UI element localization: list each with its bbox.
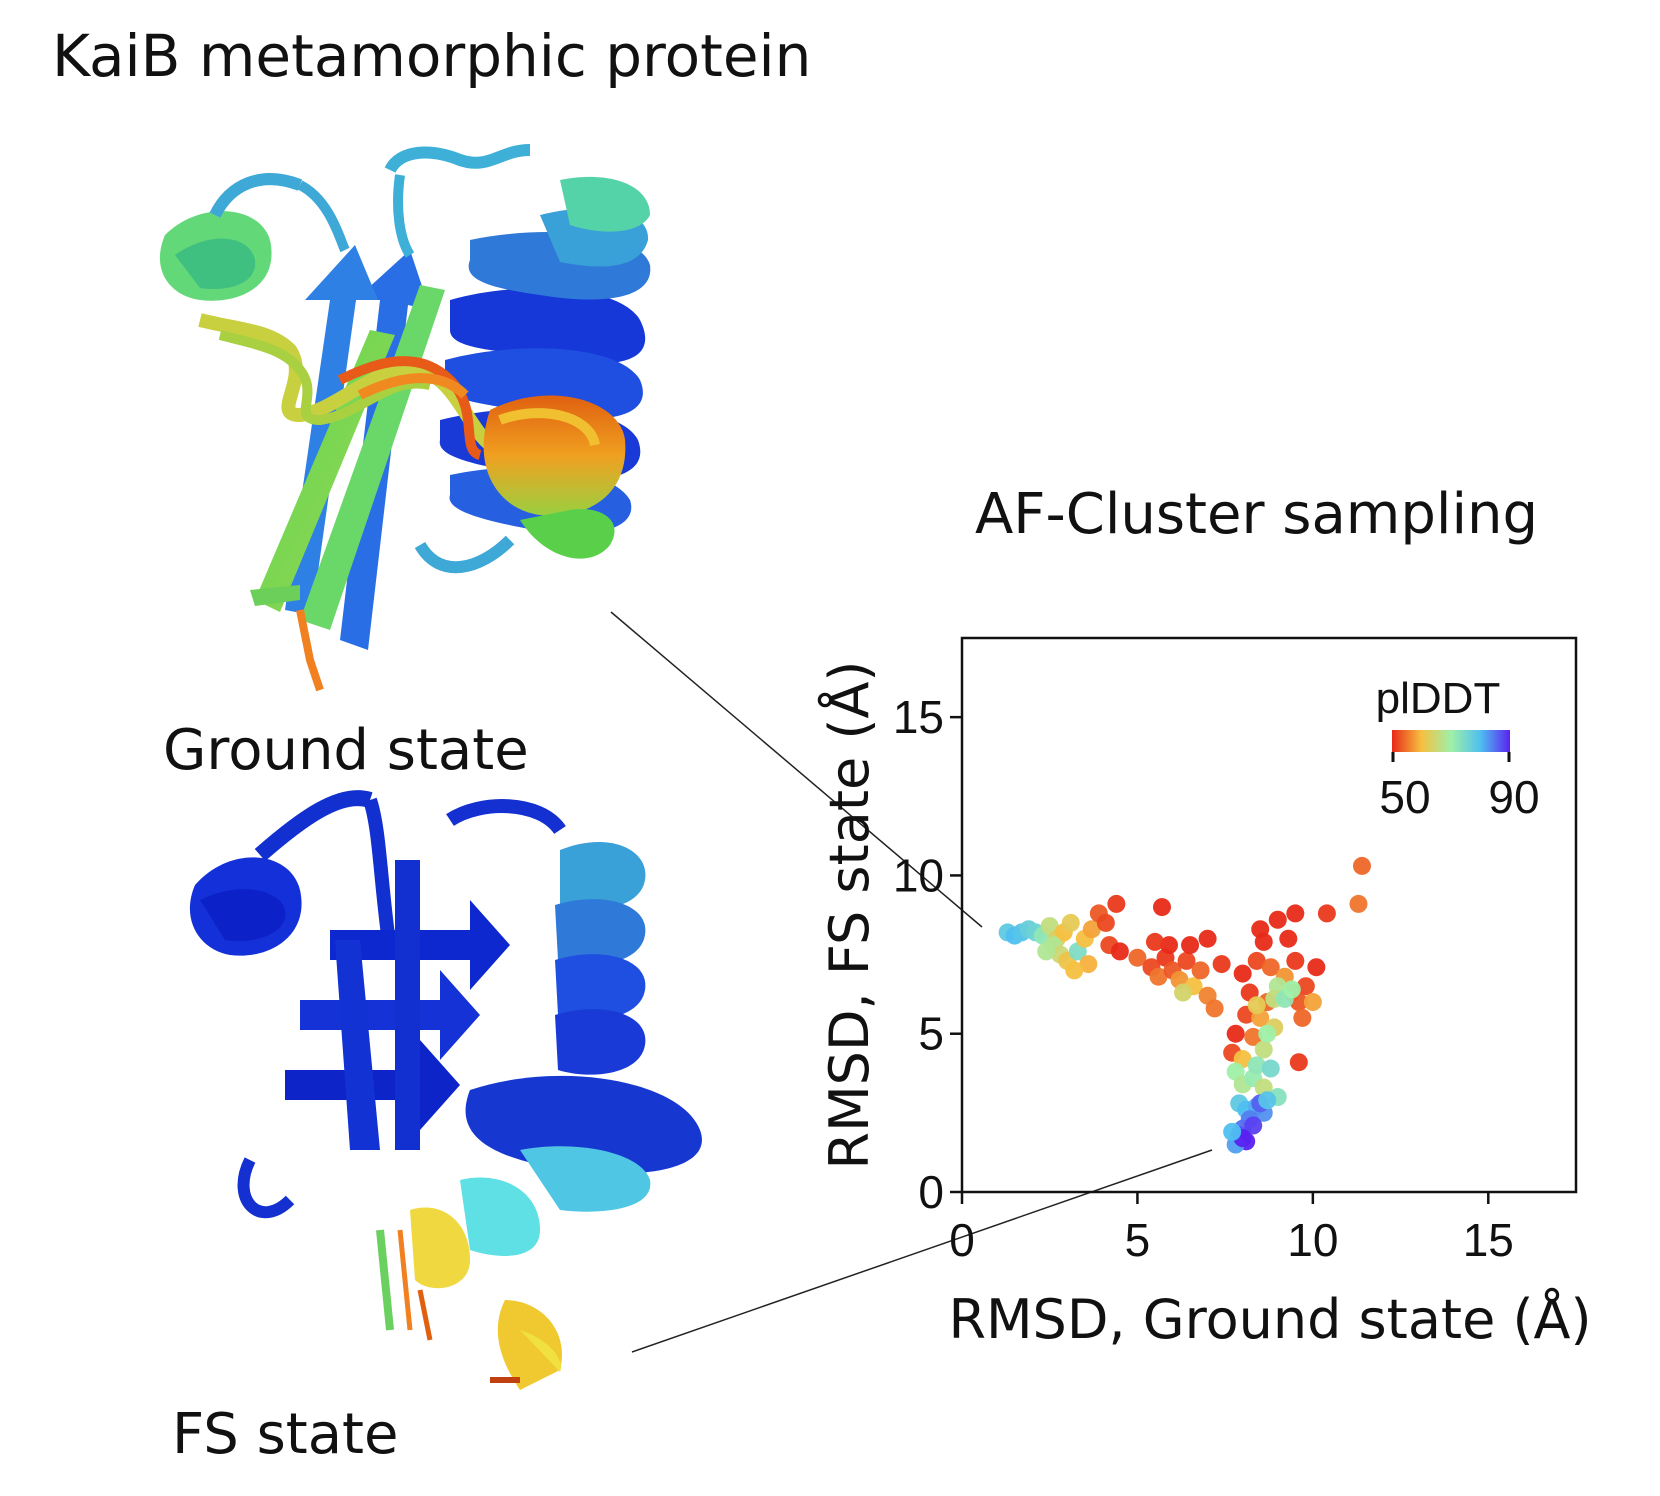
data-point	[1174, 983, 1193, 1002]
data-point	[1268, 910, 1287, 929]
y-tick-label: 15	[893, 691, 944, 743]
data-point	[1244, 1027, 1263, 1046]
data-point	[1205, 999, 1224, 1018]
data-point	[1352, 856, 1371, 875]
points-layer	[998, 856, 1371, 1154]
data-point	[1233, 964, 1252, 983]
data-point	[1293, 1008, 1312, 1027]
connector-line-fs	[631, 1149, 1213, 1353]
protein-cartoon-ground-state-icon	[159, 144, 651, 692]
data-point	[1254, 1040, 1273, 1059]
data-point	[1198, 929, 1217, 948]
data-point	[1212, 955, 1231, 974]
data-point	[1160, 936, 1179, 955]
x-axis: 0 5 10 15	[949, 1192, 1514, 1266]
data-point	[1110, 942, 1129, 961]
y-tick-label: 5	[918, 1008, 944, 1060]
figure-title: KaiB metamorphic protein	[52, 22, 812, 90]
data-point	[1152, 898, 1171, 917]
data-point	[1296, 977, 1315, 996]
colorbar-max-label: 90	[1488, 771, 1539, 823]
data-point	[1261, 1059, 1280, 1078]
data-point	[1226, 1024, 1245, 1043]
data-point	[1286, 951, 1305, 970]
protein-cartoon-fs-state-icon	[189, 790, 702, 1390]
plot-frame	[960, 636, 1578, 1194]
x-axis-label: RMSD, Ground state (Å)	[948, 1287, 1591, 1351]
data-point	[1258, 1091, 1277, 1110]
data-point	[1082, 920, 1101, 939]
data-point	[1096, 913, 1115, 932]
data-point	[1177, 951, 1196, 970]
data-point	[1258, 1024, 1277, 1043]
colorbar-min-label: 50	[1379, 771, 1430, 823]
data-point	[1145, 932, 1164, 951]
fs-state-label: FS state	[172, 1402, 399, 1467]
data-point	[1317, 904, 1336, 923]
connector-line-ground	[610, 611, 983, 928]
data-point	[1107, 894, 1126, 913]
y-tick-label: 10	[893, 849, 944, 901]
data-point	[1128, 948, 1147, 967]
data-point	[1223, 1122, 1242, 1141]
y-axis: 0 5 10 15	[893, 691, 962, 1218]
y-axis-label: RMSD, FS state (Å)	[817, 661, 881, 1170]
data-point	[1079, 955, 1098, 974]
x-tick-label: 0	[949, 1214, 975, 1266]
y-tick-label: 0	[918, 1166, 944, 1218]
data-point	[1261, 958, 1280, 977]
data-point	[1037, 942, 1056, 961]
data-point	[1279, 929, 1298, 948]
data-point	[1149, 967, 1168, 986]
ground-state-label: Ground state	[163, 718, 529, 783]
data-point	[1282, 980, 1301, 999]
data-point	[1254, 932, 1273, 951]
data-point	[1247, 951, 1266, 970]
colorbar-gradient	[1392, 730, 1510, 752]
data-point	[1247, 996, 1266, 1015]
data-point	[1303, 993, 1322, 1012]
chart-title: AF-Cluster sampling	[975, 482, 1539, 547]
x-tick-label: 10	[1287, 1214, 1338, 1266]
x-tick-label: 15	[1463, 1214, 1514, 1266]
data-point	[1247, 1056, 1266, 1075]
colorbar-title: plDDT	[1376, 674, 1501, 723]
data-point	[1307, 958, 1326, 977]
data-point	[1181, 936, 1200, 955]
x-tick-label: 5	[1125, 1214, 1151, 1266]
scatter-chart: 0 5 10 15 0 5 10 15 RMSD, Ground state (Å) RMS…	[817, 636, 1592, 1351]
data-point	[1244, 1116, 1263, 1135]
data-point	[1289, 1053, 1308, 1072]
data-point	[1191, 961, 1210, 980]
data-point	[1065, 961, 1084, 980]
colorbar: plDDT 50 90	[1376, 674, 1540, 823]
data-point	[1349, 894, 1368, 913]
data-point	[1286, 904, 1305, 923]
data-point	[1061, 913, 1080, 932]
